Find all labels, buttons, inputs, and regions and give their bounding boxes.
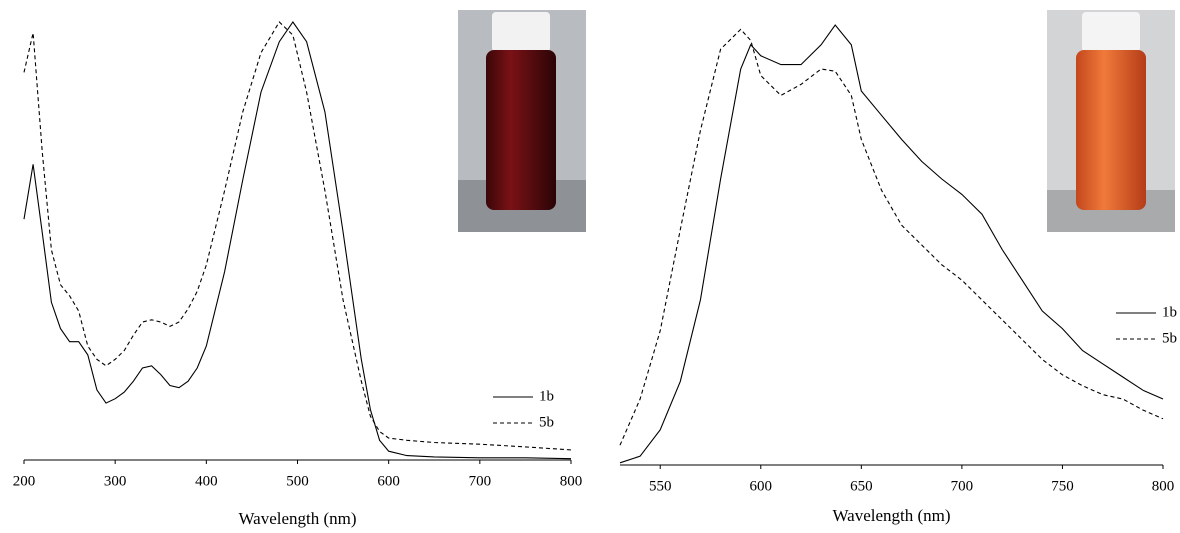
legend-label: 5b — [539, 414, 554, 430]
x-tick-label: 700 — [951, 478, 974, 494]
data-line — [619, 24, 1164, 464]
x-tick-label: 300 — [104, 473, 127, 489]
x-tick-label: 400 — [195, 473, 218, 489]
x-axis-title: Wavelength (nm) — [238, 509, 356, 528]
inset-photo — [458, 10, 586, 232]
data-line — [23, 21, 572, 460]
x-tick-label: 200 — [13, 473, 36, 489]
data-line — [619, 28, 1164, 446]
x-axis-title: Wavelength (nm) — [832, 506, 950, 525]
x-tick-label: 650 — [850, 478, 873, 494]
legend-label: 1b — [539, 388, 554, 404]
x-tick-label: 800 — [560, 473, 583, 489]
x-tick-label: 750 — [1051, 478, 1074, 494]
legend-label: 1b — [1162, 304, 1177, 320]
data-line — [23, 21, 572, 451]
inset-photo — [1047, 10, 1175, 232]
x-tick-label: 600 — [377, 473, 400, 489]
legend-label: 5b — [1162, 330, 1177, 346]
x-tick-label: 500 — [286, 473, 309, 489]
x-tick-label: 700 — [469, 473, 492, 489]
x-tick-label: 550 — [649, 478, 672, 494]
x-tick-label: 800 — [1152, 478, 1175, 494]
x-tick-label: 600 — [750, 478, 773, 494]
